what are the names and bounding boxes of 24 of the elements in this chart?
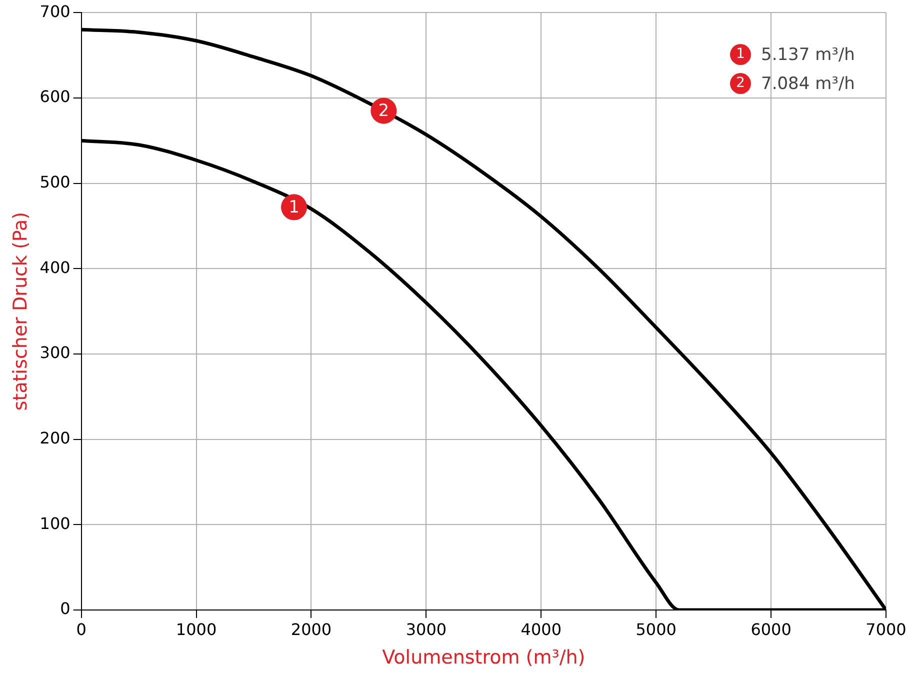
x-tick-label: 3000 — [406, 620, 447, 639]
x-tick-label: 2000 — [290, 620, 332, 639]
x-tick-label: 4000 — [520, 620, 562, 639]
y-tick-label: 200 — [40, 428, 70, 448]
annotation: 2 — [378, 101, 390, 122]
y-tick-label: 700 — [40, 2, 70, 21]
y-tick-label: 0 — [60, 599, 70, 618]
x-tick-label: 1000 — [176, 620, 217, 639]
annotation: 1 — [288, 198, 300, 218]
x-tick-label: 5000 — [636, 620, 676, 639]
x-tick-label: 0 — [76, 620, 86, 639]
x-tick-label: 6000 — [750, 620, 792, 639]
y-tick-label: 500 — [40, 172, 70, 192]
y-tick-label: 400 — [40, 258, 70, 277]
annotation: 5.137 m³/h — [761, 44, 855, 64]
y-tick-label: 100 — [40, 514, 70, 533]
x-tick-label: 7000 — [866, 620, 906, 639]
annotation: 7.084 m³/h — [761, 74, 855, 94]
number-badge: 2 — [730, 73, 751, 94]
y-tick-label: 600 — [40, 87, 70, 106]
y-axis-title: statischer Druck (Pa) — [9, 212, 32, 411]
number-badge: 1 — [730, 44, 751, 65]
y-tick-label: 300 — [40, 343, 70, 362]
x-axis-title: Volumenstrom (m³/h) — [382, 646, 586, 669]
